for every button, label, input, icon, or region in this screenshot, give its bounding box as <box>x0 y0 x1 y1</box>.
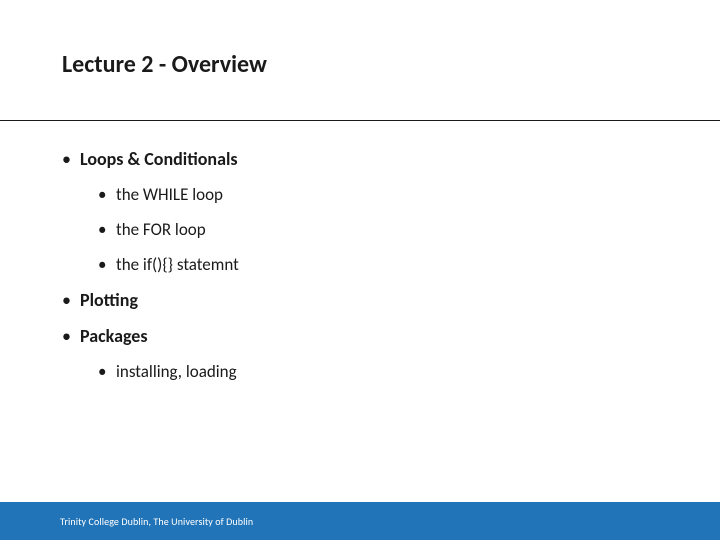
bullet-marker-icon: • <box>98 184 116 205</box>
bullet-l2: • installing, loading <box>98 361 662 382</box>
bullet-text: Loops & Conditionals <box>80 148 238 170</box>
bullet-marker-icon: • <box>62 148 80 170</box>
bullet-l1: • Packages <box>62 325 662 347</box>
bullet-text: the WHILE loop <box>116 184 223 205</box>
bullet-marker-icon: • <box>98 361 116 382</box>
bullet-text: Plotting <box>80 289 138 311</box>
bullet-marker-icon: • <box>62 289 80 311</box>
bullet-text: Packages <box>80 325 148 347</box>
bullet-l1: • Loops & Conditionals <box>62 148 662 170</box>
bullet-marker-icon: • <box>98 254 116 275</box>
footer-bar: Trinity College Dublin, The University o… <box>0 502 720 540</box>
bullet-l2: • the if(){} statemnt <box>98 254 662 275</box>
content-area: • Loops & Conditionals • the WHILE loop … <box>62 148 662 396</box>
slide: Lecture 2 - Overview • Loops & Condition… <box>0 0 720 540</box>
bullet-marker-icon: • <box>98 219 116 240</box>
bullet-l1: • Plotting <box>62 289 662 311</box>
bullet-l2: • the FOR loop <box>98 219 662 240</box>
bullet-l2: • the WHILE loop <box>98 184 662 205</box>
title-underline-rule <box>0 120 720 121</box>
bullet-marker-icon: • <box>62 325 80 347</box>
bullet-text: the if(){} statemnt <box>116 254 239 275</box>
bullet-text: installing, loading <box>116 361 237 382</box>
footer-text: Trinity College Dublin, The University o… <box>60 515 253 528</box>
bullet-text: the FOR loop <box>116 219 206 240</box>
slide-title: Lecture 2 - Overview <box>62 50 267 79</box>
